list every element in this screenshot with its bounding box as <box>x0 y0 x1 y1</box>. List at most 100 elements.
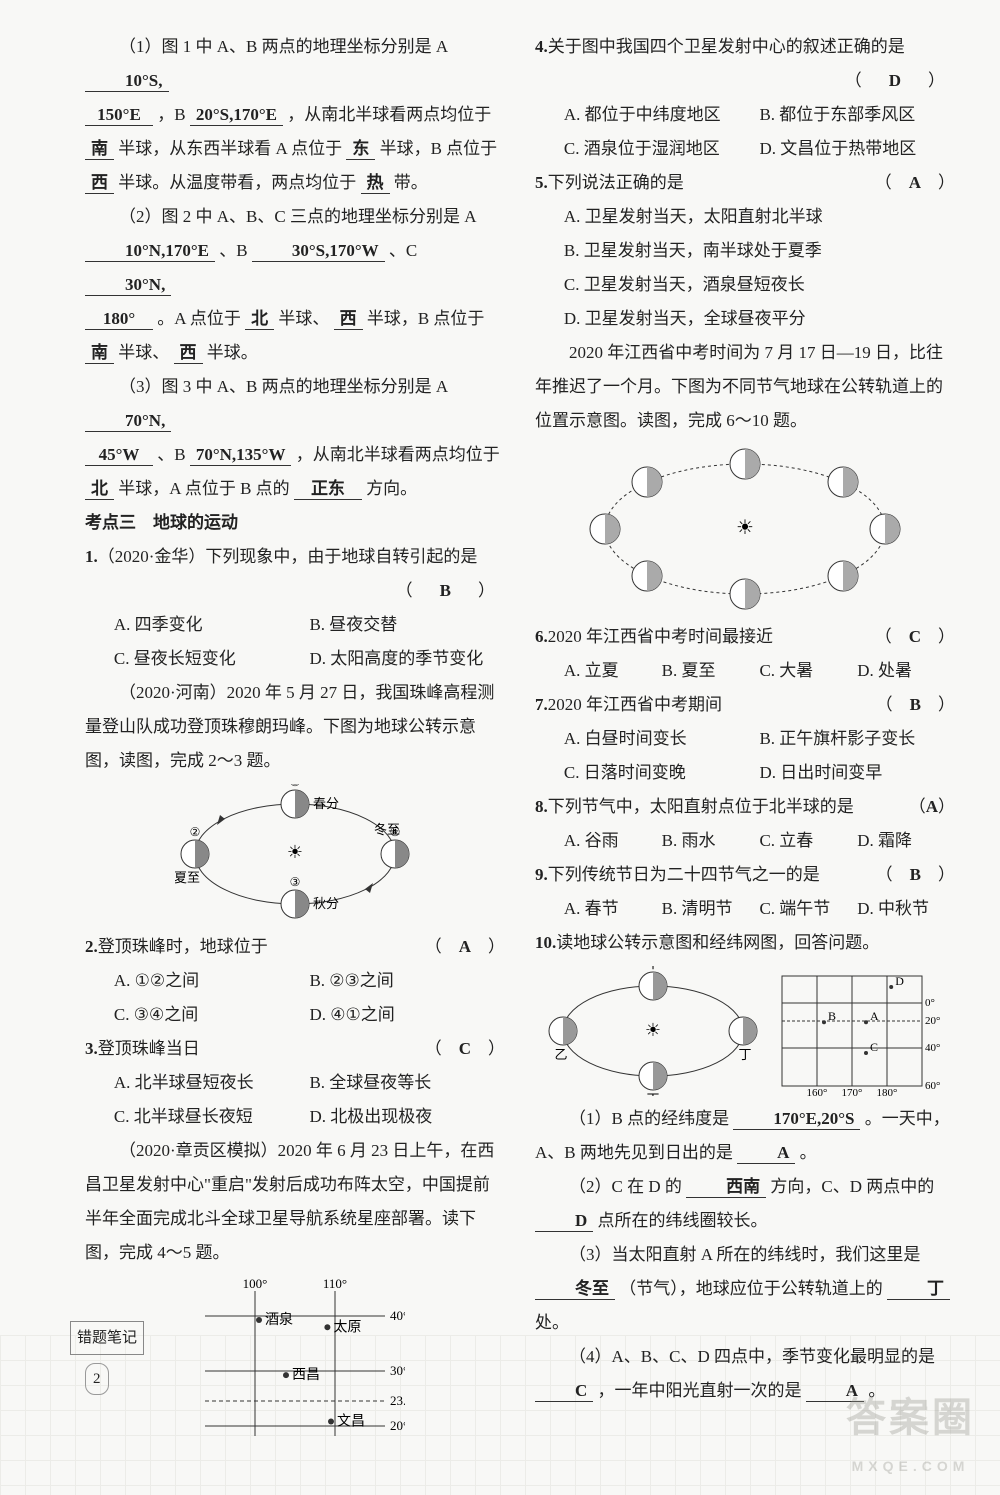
svg-text:文昌: 文昌 <box>337 1414 365 1430</box>
intro-45: （2020·章贡区模拟）2020 年 6 月 23 日上午，在西昌卫星发射中心"… <box>85 1134 505 1270</box>
question-2: 2. 登顶珠峰时，地球位于 （ A ） <box>85 930 505 964</box>
answer: 10°S, <box>85 71 169 92</box>
svg-text:B: B <box>828 1009 836 1023</box>
svg-text:③: ③ <box>290 875 301 889</box>
page-number: 2 <box>85 1363 109 1395</box>
answer: 正东 <box>294 479 362 500</box>
svg-text:160°: 160° <box>807 1087 828 1096</box>
solar-terms-diagram: ☀ <box>535 444 955 614</box>
svg-text:☀: ☀ <box>287 842 303 862</box>
answer: C <box>535 1381 593 1402</box>
qnum: 1. <box>85 540 98 574</box>
answer: 45°W <box>85 445 153 466</box>
answer: 热 <box>361 173 390 194</box>
question-3: 3. 登顶珠峰当日 （ C ） <box>85 1032 505 1066</box>
answer: 北 <box>245 309 274 330</box>
answer: D <box>535 1211 593 1232</box>
svg-text:110°: 110° <box>323 1276 347 1291</box>
question-5: 5. 下列说法正确的是 （ A ） <box>535 166 955 200</box>
svg-text:0°: 0° <box>925 997 935 1009</box>
section-title: 考点三 地球的运动 <box>85 506 505 540</box>
q10-diagram: ☀ 甲乙丙丁 DABC 160°170°180° 0°20°40°60° <box>535 966 955 1096</box>
svg-text:春分: 春分 <box>313 796 339 811</box>
options: C. 北半球昼长夜短D. 北极出现极夜 <box>85 1100 505 1134</box>
svg-text:☀: ☀ <box>645 1020 661 1040</box>
answer: 10°N,170°E <box>85 241 215 262</box>
answer: 70°N, <box>85 411 171 432</box>
options: A. ①②之间B. ②③之间 <box>85 964 505 998</box>
q10-sub2: （2）C 在 D 的 西南 方向，C、D 两点中的 D 点所在的纬线圈较长。 <box>535 1170 955 1238</box>
answer: 20°S,170°E <box>190 105 283 126</box>
answer: 70°N,135°W <box>190 445 292 466</box>
options: C. ③④之间D. ④①之间 <box>85 998 505 1032</box>
options: A. 白昼时间变长B. 正午旗杆影子变长 <box>535 722 955 756</box>
svg-text:丁: 丁 <box>738 1047 751 1062</box>
answer: 冬至 <box>535 1279 615 1300</box>
answer: 西 <box>174 343 203 364</box>
svg-text:170°: 170° <box>842 1087 863 1096</box>
svg-text:D: D <box>895 974 904 988</box>
svg-text:40°: 40° <box>390 1308 405 1323</box>
answer: 30°N, <box>85 275 171 296</box>
answer: 西 <box>85 173 114 194</box>
answer: 南 <box>85 343 114 364</box>
options: A. 谷雨B. 雨水 C. 立春D. 霜降 <box>535 824 955 858</box>
left-column: （1）图 1 中 A、B 两点的地理坐标分别是 A 10°S, 150°E ，B… <box>85 30 505 1310</box>
svg-text:②: ② <box>190 825 201 839</box>
notes-label: 错题笔记 <box>70 1321 144 1355</box>
options: A. 卫星发射当天，太阳直射北半球 B. 卫星发射当天，南半球处于夏季 C. 卫… <box>535 200 955 336</box>
fill-q1: （1）图 1 中 A、B 两点的地理坐标分别是 A 10°S, <box>85 30 505 98</box>
answer-paren: （ D ） <box>535 64 955 98</box>
fill-q2-cont: 180° 。A 点位于 北 半球、 西 半球，B 点位于 南 半球、 西 半球。 <box>85 302 505 370</box>
svg-text:20°: 20° <box>925 1015 940 1027</box>
fill-q3: （3）图 3 中 A、B 两点的地理坐标分别是 A 70°N, <box>85 370 505 438</box>
fill-q1-cont: 150°E ，B 20°S,170°E ，从南北半球看两点均位于 南 半球，从东… <box>85 98 505 200</box>
answer: 西 <box>334 309 363 330</box>
svg-text:☀: ☀ <box>736 517 754 539</box>
question-6: 6. 2020 年江西省中考时间最接近 （ C ） <box>535 620 955 654</box>
svg-text:A: A <box>870 1009 879 1023</box>
svg-text:60°: 60° <box>925 1080 940 1092</box>
options: C. 酒泉位于湿润地区D. 文昌位于热带地区 <box>535 132 955 166</box>
svg-text:①: ① <box>290 784 301 789</box>
question-8: 8. 下列节气中，太阳直射点位于北半球的是 （A） <box>535 790 955 824</box>
question-10: 10. 读地球公转示意图和经纬网图，回答问题。 <box>535 926 955 960</box>
answer: A <box>737 1143 795 1164</box>
svg-text:秋分: 秋分 <box>313 896 339 911</box>
svg-text:C: C <box>870 1040 878 1054</box>
svg-text:太原: 太原 <box>333 1319 361 1335</box>
svg-text:夏至: 夏至 <box>175 870 200 885</box>
intro-610: 2020 年江西省中考时间为 7 月 17 日—19 日，比往年推迟了一个月。下… <box>535 336 955 438</box>
svg-text:180°: 180° <box>877 1087 898 1096</box>
svg-text:西昌: 西昌 <box>292 1368 320 1383</box>
question-4: 4. 关于图中我国四个卫星发射中心的叙述正确的是 <box>535 30 955 64</box>
question-7: 7. 2020 年江西省中考期间 （ B ） <box>535 688 955 722</box>
svg-text:30°: 30° <box>390 1363 405 1378</box>
watermark: 答案圈 MXQE.COM <box>846 1378 975 1480</box>
q10-sub1: （1）B 点的经纬度是 170°E,20°S 。一天中，A、B 两地先见到日出的… <box>535 1102 955 1170</box>
answer: 东 <box>346 139 375 160</box>
answer-paren: （ B ） <box>85 574 505 608</box>
svg-text:丙: 丙 <box>646 1092 659 1096</box>
options: C. 昼夜长短变化D. 太阳高度的季节变化 <box>85 642 505 676</box>
svg-text:23.5°: 23.5° <box>390 1393 405 1408</box>
answer: 北 <box>85 479 114 500</box>
china-launch-map: 100° 110° 40° 30° 23.5° 20° 酒泉 太原西昌文昌 <box>85 1276 505 1446</box>
q10-sub3: （3）当太阳直射 A 所在的纬线时，我们这里是 冬至 （节气），地球应位于公转轨… <box>535 1238 955 1340</box>
options: A. 北半球昼短夜长B. 全球昼夜等长 <box>85 1066 505 1100</box>
orbit-diagram: ☀ 春分①夏至②秋分③冬至④ <box>85 784 505 924</box>
question-1: 1. （2020·金华）下列现象中，由于地球自转引起的是 <box>85 540 505 574</box>
answer: 丁 <box>887 1279 950 1300</box>
options: A. 都位于中纬度地区B. 都位于东部季风区 <box>535 98 955 132</box>
answer: 西南 <box>686 1177 766 1198</box>
svg-text:酒泉: 酒泉 <box>265 1311 293 1328</box>
svg-text:100°: 100° <box>243 1276 268 1291</box>
svg-text:20°: 20° <box>390 1418 405 1433</box>
options: A. 春节B. 清明节 C. 端午节D. 中秋节 <box>535 892 955 926</box>
answer: 180° <box>85 309 153 330</box>
right-column: 4. 关于图中我国四个卫星发射中心的叙述正确的是 （ D ） A. 都位于中纬度… <box>535 30 955 1310</box>
fill-q3-cont: 45°W 、B 70°N,135°W ，从南北半球看两点均位于 北 半球，A 点… <box>85 438 505 506</box>
svg-text:乙: 乙 <box>554 1047 567 1062</box>
svg-text:④: ④ <box>390 825 401 839</box>
answer: 150°E <box>85 105 153 126</box>
